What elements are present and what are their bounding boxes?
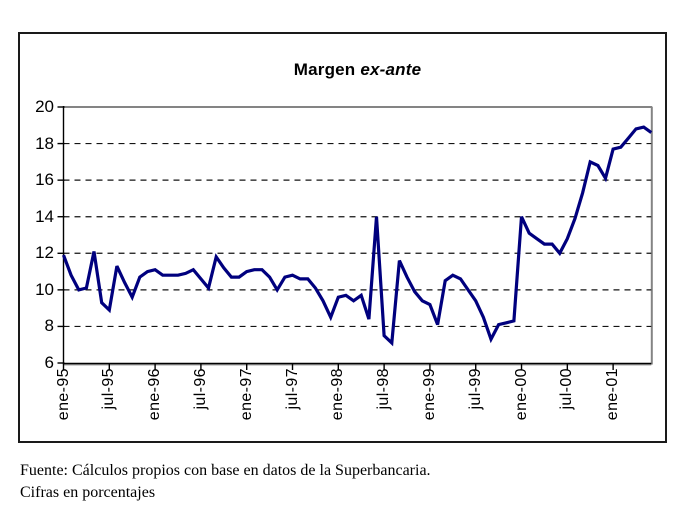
x-tick-label: jul-99 [466,368,484,410]
x-tick-label: jul-97 [283,368,301,410]
y-tick-label: 12 [35,243,54,263]
y-tick-label: 10 [35,279,54,299]
footer: Fuente: Cálculos propios con base en dat… [20,460,431,504]
x-tick-label: jul-00 [558,368,576,410]
y-tick-label: 16 [35,170,54,190]
x-tick-label: ene-99 [420,368,438,421]
x-tick-label: jul-96 [191,368,209,410]
y-tick-label: 8 [44,316,54,336]
x-tick-label: ene-97 [237,368,255,421]
x-tick-label: jul-98 [375,368,393,410]
x-tick-label: ene-01 [604,368,622,421]
data-line-margen-ex-ante [62,125,653,347]
y-tick-label: 14 [35,206,54,226]
x-tick-label: ene-00 [512,368,530,421]
chart-title: Margen ex-ante [63,60,652,80]
units-note: Cifras en porcentajes [20,484,156,501]
chart-title-main: Margen [293,60,361,79]
x-tick-label: ene-95 [54,368,72,421]
chart-title-italic: ex-ante [360,60,422,79]
y-tick-label: 6 [44,353,54,372]
chart-frame [18,32,667,443]
x-tick-label: ene-96 [146,368,164,421]
source-note: Fuente: Cálculos propios con base en dat… [20,462,431,479]
x-tick-label: ene-98 [329,368,347,421]
y-tick-label: 20 [35,97,54,116]
x-tick-label: jul-95 [100,368,118,410]
y-tick-label: 18 [35,133,54,153]
